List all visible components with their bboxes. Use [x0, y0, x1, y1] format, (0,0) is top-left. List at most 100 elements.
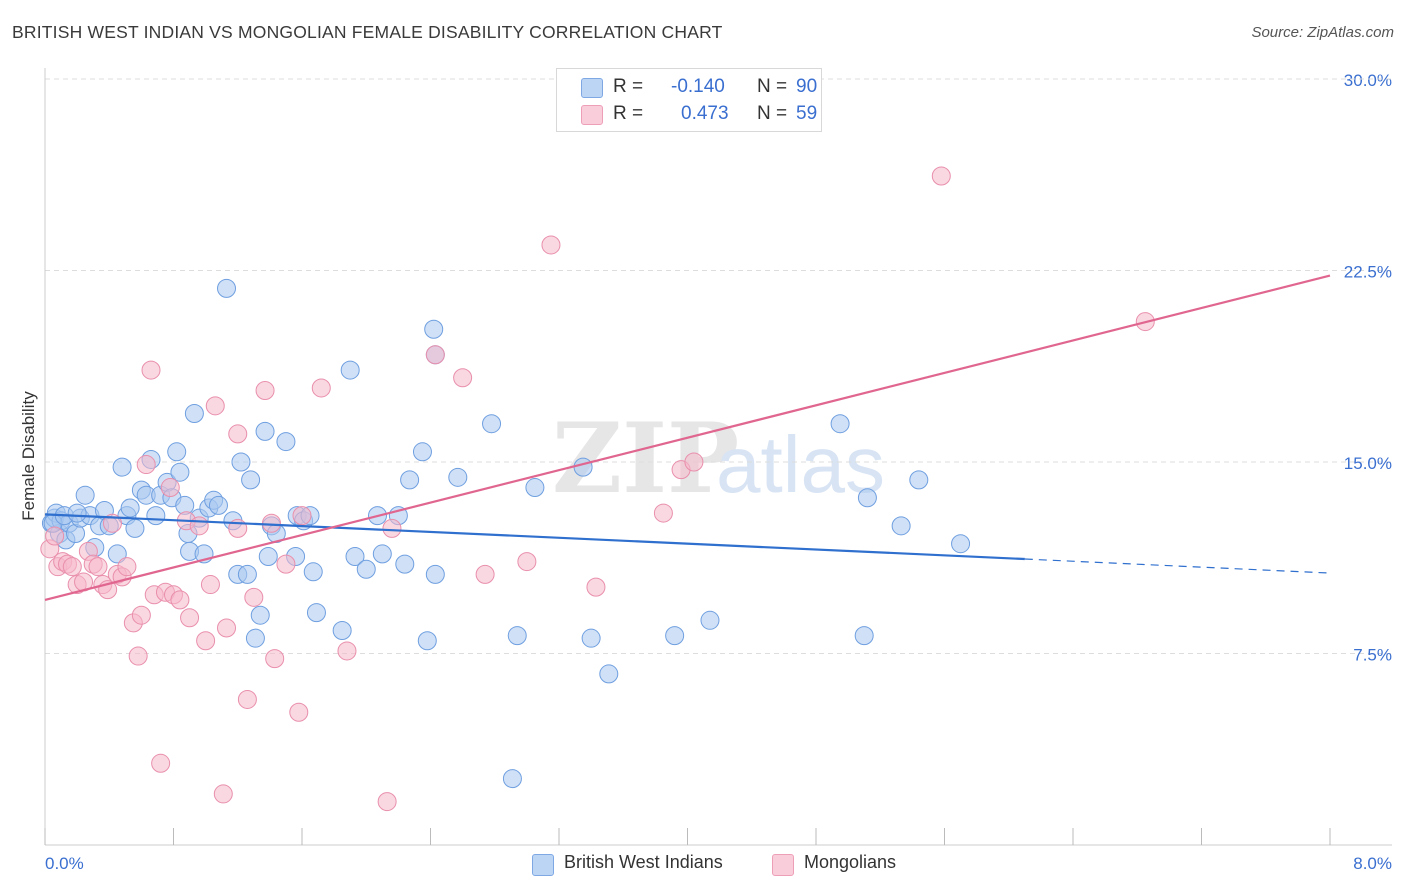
data-point: [599, 664, 619, 684]
data-point: [231, 452, 251, 472]
data-point: [412, 442, 432, 462]
data-point: [311, 378, 331, 398]
data-point: [700, 610, 720, 630]
data-point: [255, 381, 275, 401]
data-point: [117, 557, 137, 577]
data-point: [125, 518, 145, 538]
data-point: [448, 467, 468, 487]
series-label: British West Indians: [564, 852, 723, 872]
data-point: [237, 689, 257, 709]
legend-swatch-blue: [581, 78, 603, 98]
y-tick-label: 7.5%: [1353, 646, 1392, 665]
data-point: [586, 577, 606, 597]
data-point: [276, 432, 296, 452]
source-label: Source: ZipAtlas.com: [1251, 24, 1394, 41]
data-point: [112, 457, 132, 477]
trend-line-british-west-indians: [44, 513, 1025, 561]
x-tick-label: 8.0%: [1353, 854, 1392, 873]
trend-line-mongolians: [44, 274, 1331, 601]
data-point: [332, 621, 352, 641]
data-point: [356, 559, 376, 579]
data-point: [75, 485, 95, 505]
data-point: [245, 628, 265, 648]
data-point: [205, 396, 225, 416]
series-swatch-pink: [772, 854, 794, 876]
data-point: [62, 557, 82, 577]
legend-n-label: N =: [757, 76, 788, 97]
data-point: [424, 319, 444, 339]
data-point: [340, 360, 360, 380]
data-point: [425, 345, 445, 365]
data-point: [854, 626, 874, 646]
series-label: Mongolians: [804, 852, 897, 872]
data-point: [830, 414, 850, 434]
data-point: [217, 618, 237, 638]
data-point: [653, 503, 673, 523]
data-point: [213, 784, 233, 804]
data-point: [261, 513, 281, 533]
data-point: [107, 544, 127, 564]
data-point: [665, 626, 685, 646]
legend-r-label: R =: [613, 103, 644, 124]
data-point: [377, 792, 397, 812]
data-point: [170, 462, 190, 482]
data-point: [581, 628, 601, 648]
legend-swatch-pink: [581, 105, 603, 125]
watermark-atlas: atlas: [716, 420, 885, 509]
data-point: [684, 452, 704, 472]
data-point: [525, 478, 545, 498]
data-point: [141, 360, 161, 380]
data-point: [250, 605, 270, 625]
data-point: [128, 646, 148, 666]
data-point: [372, 544, 392, 564]
legend-n-value: 59: [796, 103, 818, 124]
legend-r-value: 0.473: [681, 103, 729, 124]
data-point: [337, 641, 357, 661]
data-point: [931, 166, 951, 186]
legend-n-value: 90: [796, 76, 818, 97]
data-point: [395, 554, 415, 574]
data-point: [45, 526, 65, 546]
data-point: [909, 470, 929, 490]
data-point: [170, 590, 190, 610]
data-point: [306, 603, 326, 623]
data-point: [517, 552, 537, 572]
data-point: [857, 488, 877, 508]
y-tick-label: 30.0%: [1344, 71, 1392, 90]
series-swatch-blue: [532, 854, 554, 876]
trend-line-british-west-indians-extension: [1024, 558, 1331, 574]
data-point: [502, 769, 522, 789]
data-point: [507, 626, 527, 646]
data-point: [891, 516, 911, 536]
data-point: [382, 518, 402, 538]
data-point: [244, 587, 264, 607]
data-point: [303, 562, 323, 582]
data-point: [217, 278, 237, 298]
data-point: [189, 516, 209, 536]
y-axis-label: Female Disability: [19, 391, 38, 521]
data-point: [276, 554, 296, 574]
data-point: [265, 649, 285, 669]
chart-title: BRITISH WEST INDIAN VS MONGOLIAN FEMALE …: [12, 22, 723, 42]
legend-r-value: -0.140: [671, 76, 725, 97]
data-point: [951, 534, 971, 554]
data-point: [541, 235, 561, 255]
data-point: [120, 498, 140, 518]
data-point: [417, 631, 437, 651]
data-point: [425, 564, 445, 584]
x-tick-label: 0.0%: [45, 854, 84, 873]
series-british-west-indians: [41, 278, 971, 789]
data-point: [228, 424, 248, 444]
data-point: [136, 455, 156, 475]
data-point: [208, 495, 228, 515]
data-point: [102, 513, 122, 533]
data-point: [255, 421, 275, 441]
data-point: [180, 608, 200, 628]
data-point: [131, 605, 151, 625]
data-point: [292, 506, 312, 526]
data-point: [151, 753, 171, 773]
data-point: [146, 506, 166, 526]
data-point: [400, 470, 420, 490]
data-point: [453, 368, 473, 388]
